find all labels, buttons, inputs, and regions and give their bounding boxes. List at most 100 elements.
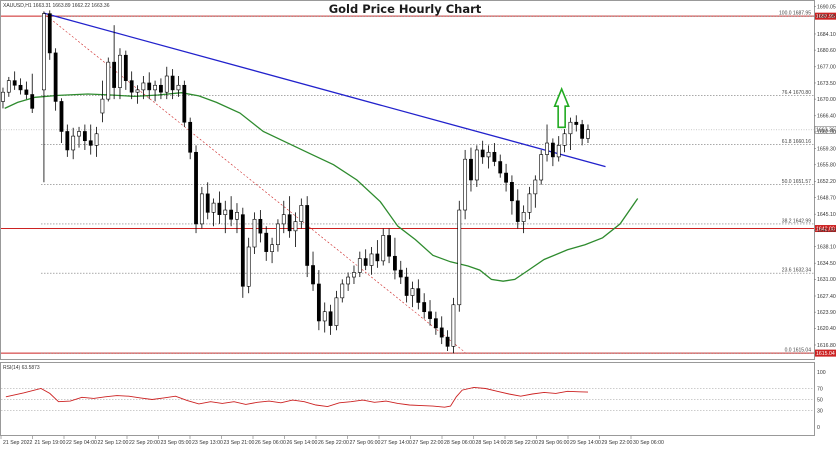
x-tick-label: 29 Sep 06:00 <box>539 440 570 446</box>
candle-body <box>118 54 122 88</box>
candle-body <box>281 214 286 225</box>
candle-body <box>30 94 35 109</box>
candle-body <box>515 200 520 222</box>
y-tick-label: 1673.50 <box>817 81 836 87</box>
candle-body <box>439 327 444 338</box>
x-tick-label: 23 Sep 05:00 <box>161 440 192 446</box>
candle-body <box>106 61 111 100</box>
candle-body <box>123 54 128 81</box>
candle-body <box>47 13 52 54</box>
rsi-panel: 100 70 50 30 0 <box>1 370 826 431</box>
candle-body <box>229 209 234 220</box>
candle-body <box>375 253 380 262</box>
candle-body <box>141 82 146 91</box>
candle-body <box>556 145 561 158</box>
candle-body <box>176 84 181 91</box>
y-tick-label: 1616.80 <box>817 343 836 349</box>
candle-body <box>428 311 432 319</box>
y-tick-label: 1631.00 <box>817 277 836 283</box>
candle-body <box>574 121 579 125</box>
rsi-tick-label: 70 <box>817 386 823 392</box>
x-tick-label: 30 Sep 06:00 <box>633 440 664 446</box>
candle-body <box>88 140 93 146</box>
y-tick-label: 1659.30 <box>817 146 836 152</box>
x-tick-label: 29 Sep 14:00 <box>570 440 601 446</box>
x-tick-label: 26 Sep 22:00 <box>318 440 349 446</box>
candle-body <box>182 84 187 123</box>
candle-body <box>340 283 345 299</box>
candle-body <box>451 304 456 347</box>
candle-body <box>410 288 415 296</box>
candle-body <box>240 214 245 287</box>
chart-title: Gold Price Hourly Chart <box>329 2 482 16</box>
symbol-header: XAUUSD,H1 1663.31 1663.89 1662.22 1663.3… <box>3 3 110 9</box>
level-tag <box>815 225 836 233</box>
candle-body <box>18 84 23 91</box>
candle-body <box>264 232 269 252</box>
candle-body <box>539 154 544 181</box>
candle-body <box>445 336 450 347</box>
candle-body <box>194 151 198 225</box>
candle-body <box>164 75 169 93</box>
rsi-tick-label: 50 <box>817 397 823 403</box>
candle-body <box>235 212 239 220</box>
candle-body <box>153 84 157 91</box>
rsi-line <box>5 386 589 408</box>
fib-label: 61.8 1660.16 <box>782 139 811 145</box>
candle-body <box>533 179 538 195</box>
candle-body <box>334 297 339 326</box>
x-tick-label: 22 Sep 20:00 <box>129 440 160 446</box>
x-tick-label: 29 Sep 22:00 <box>602 440 633 446</box>
y-tick-label: 1638.10 <box>817 244 836 250</box>
candle-body <box>246 246 251 287</box>
candle-body <box>24 89 29 95</box>
candle-body <box>6 80 11 93</box>
x-tick-label: 26 Sep 06:00 <box>255 440 286 446</box>
candle-body <box>53 52 58 102</box>
x-tick-label: 27 Sep 14:00 <box>381 440 412 446</box>
candle-body <box>568 121 573 135</box>
candle-body <box>77 131 81 137</box>
y-tick-label: 1662.90 <box>817 130 836 136</box>
candle-body <box>510 182 514 202</box>
candle-body <box>316 283 321 322</box>
candle-body <box>65 131 70 151</box>
candle-body <box>188 121 193 153</box>
rsi-tick-label: 100 <box>817 370 826 376</box>
candle-body <box>480 149 485 158</box>
candle-body <box>322 311 327 322</box>
candle-body <box>498 161 503 174</box>
time-axis: 21 Sep 2022 21 Sep 19:00 22 Sep 04:00 22 Se… <box>0 436 664 446</box>
candle-body <box>1 91 5 102</box>
rsi-tick-label: 0 <box>817 425 820 431</box>
y-tick-label: 1634.50 <box>817 261 836 267</box>
level-label: 1687.95 <box>816 14 835 20</box>
candle-body <box>217 202 222 215</box>
candle-body <box>346 276 351 285</box>
y-tick-label: 1670.00 <box>817 97 836 103</box>
fib-label: 100.0 1687.95 <box>779 11 811 17</box>
candle-body <box>287 214 292 232</box>
candle-body <box>550 142 555 158</box>
candle-body <box>42 13 46 91</box>
y-tick-label: 1655.80 <box>817 163 836 169</box>
candle-body <box>562 133 567 146</box>
candle-body <box>293 221 298 232</box>
x-tick-label: 28 Sep 22:00 <box>507 440 538 446</box>
candle-body <box>305 205 310 266</box>
candle-body <box>486 151 491 158</box>
main-panel-frame <box>0 0 815 360</box>
candle-body <box>398 269 403 278</box>
candle-body <box>422 302 427 313</box>
candle-body <box>159 84 163 93</box>
fib-label: 0.0 1615.04 <box>785 348 812 354</box>
candle-body <box>82 131 87 142</box>
x-tick-label: 21 Sep 19:00 <box>35 440 66 446</box>
candle-body <box>223 209 228 215</box>
x-tick-label: 22 Sep 04:00 <box>66 440 97 446</box>
x-tick-label: 27 Sep 06:00 <box>350 440 381 446</box>
price-axis: 1690.05 1687.95 1684.10 1680.60 1677.00 1673.… <box>814 4 836 349</box>
y-tick-label: 1652.20 <box>817 179 836 185</box>
